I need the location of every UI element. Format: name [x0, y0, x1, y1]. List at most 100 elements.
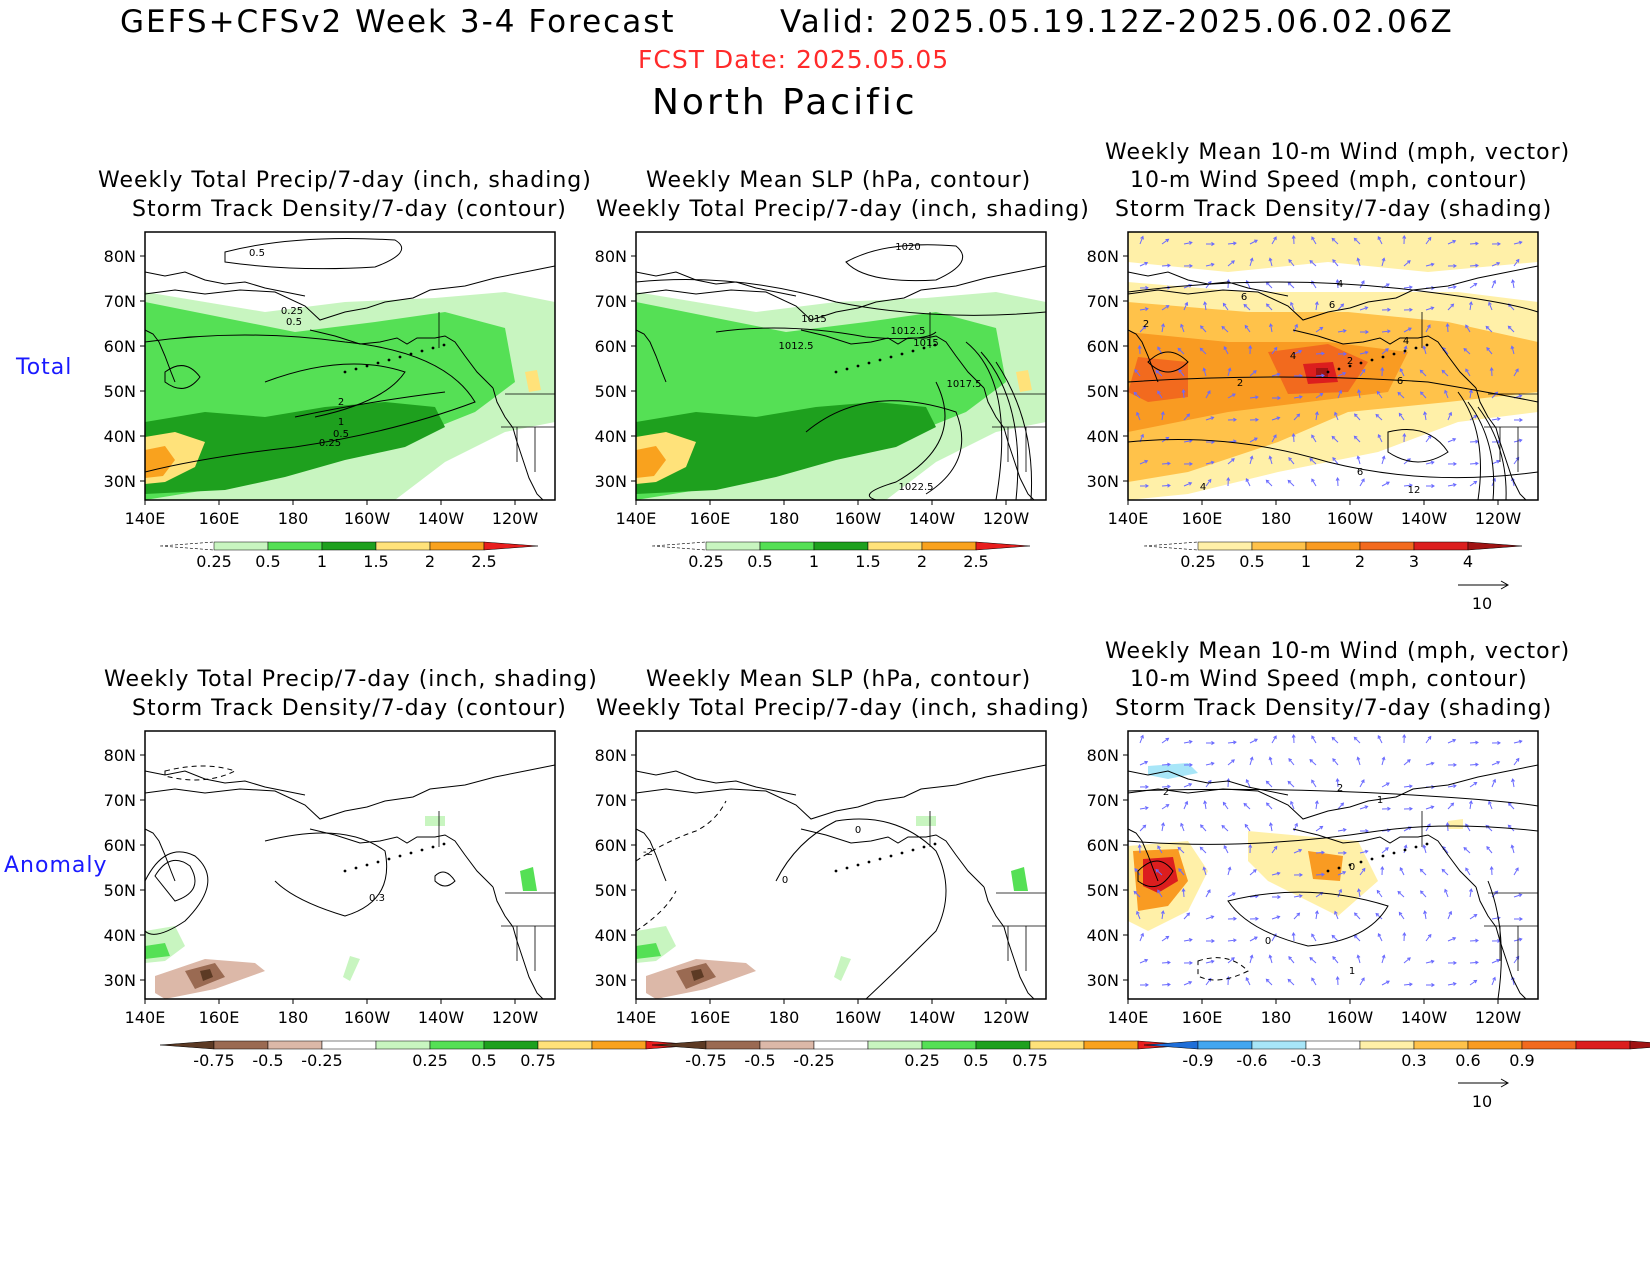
wind-vector [1354, 934, 1361, 942]
wind-vector-head [1361, 867, 1366, 872]
colorbar-segment [759, 541, 815, 551]
wind-vector [1287, 480, 1295, 487]
wind-vector [1249, 757, 1253, 766]
wind-vector [1161, 238, 1169, 245]
wind-vector [1465, 368, 1471, 377]
wind-vector [1425, 307, 1434, 311]
colorbar-label: 0.5 [1239, 552, 1264, 571]
wind-vector-head [1427, 735, 1432, 740]
wind-vector [1315, 374, 1325, 377]
wind-vector [1288, 758, 1295, 766]
wind-vector-head [1507, 824, 1512, 829]
wind-vector-head [1186, 912, 1191, 917]
contour-label: 0.3 [369, 893, 385, 904]
wind-vector [1227, 741, 1237, 744]
wind-vector-head [1140, 734, 1144, 739]
lat-tick-label: 50N [104, 382, 136, 401]
wind-vector [1511, 845, 1515, 854]
wind-vector-head [1510, 345, 1515, 350]
wind-vector [1136, 911, 1141, 920]
wind-vector-head [1423, 411, 1427, 416]
wind-vector-head [1231, 458, 1235, 462]
wind-vector [1183, 413, 1190, 421]
colorbar-precip-total: 0.25 0.5 1 1.5 2 2.5 [159, 541, 539, 571]
wind-vector-head [1496, 958, 1501, 963]
wind-vector [1249, 869, 1257, 876]
colorbar-label: -0.6 [1236, 1051, 1267, 1070]
wind-vector-head [1452, 936, 1457, 941]
wind-vector [1139, 959, 1148, 964]
colorbar-segment [1305, 1040, 1361, 1050]
colorbar-label: 0.25 [196, 552, 232, 571]
colorbar-label: -0.5 [744, 1051, 775, 1070]
wind-vector-head [1144, 760, 1149, 765]
wind-vector-head [1386, 481, 1390, 486]
wind-vector [1469, 264, 1479, 267]
wind-vector [1376, 890, 1383, 898]
wind-vector-head [1245, 477, 1250, 482]
colorbar-label: 0.75 [520, 1051, 556, 1070]
wind-vector-head [1511, 279, 1515, 284]
wind-vector-head [1473, 480, 1478, 485]
wind-vector-head [1332, 457, 1336, 461]
wind-vector-head [1397, 391, 1402, 396]
wind-vector [1161, 936, 1169, 942]
wind-vector-head [1178, 868, 1182, 872]
wind-vector [1200, 846, 1207, 854]
wind-vector [1292, 433, 1295, 443]
wind-vector-head [1290, 800, 1294, 805]
wind-vector [1376, 391, 1383, 399]
wind-vector [1227, 778, 1230, 788]
wind-vector [1311, 735, 1317, 744]
wind-vector-head [1288, 457, 1292, 461]
wind-vector-head [1160, 411, 1165, 416]
colorbar-label: 0.75 [1012, 1051, 1048, 1070]
contour-label: 0 [782, 875, 788, 886]
wind-vector-head [1189, 461, 1193, 466]
contour-line [224, 238, 403, 270]
wind-vector-head [1331, 237, 1336, 242]
colorbar-segment [1467, 541, 1523, 551]
wind-vector [1446, 822, 1449, 832]
wind-vector [1332, 259, 1339, 267]
lat-tick-label: 80N [595, 247, 627, 266]
wind-vector [1465, 867, 1471, 876]
wind-vector-head [1291, 235, 1296, 239]
wind-vector-head [1299, 872, 1303, 877]
colorbar-segment [1413, 1040, 1469, 1050]
wind-vector-head [1515, 368, 1519, 373]
wind-vector-head [1519, 418, 1523, 422]
wind-vector-head [1165, 737, 1170, 742]
wind-vector [1469, 283, 1477, 289]
wind-vector-head [1340, 303, 1345, 308]
wind-vector-head [1331, 736, 1336, 741]
wind-vector-head [1311, 478, 1315, 483]
contour-label: 4 [1290, 351, 1296, 362]
wind-vector [1203, 867, 1207, 876]
colorbar-label: 0.5 [255, 552, 280, 571]
wind-vector [1271, 872, 1280, 876]
lat-tick-label: 60N [1087, 337, 1119, 356]
wind-vector-head [1342, 828, 1347, 832]
wind-vector [1491, 280, 1496, 289]
colorbar-segment [921, 1040, 977, 1050]
colorbar-segment [1251, 541, 1307, 551]
wind-vector-head [1496, 760, 1501, 765]
wind-vector [1423, 346, 1427, 355]
wind-vector [1287, 979, 1295, 986]
wind-vector-head [1431, 983, 1435, 987]
wind-vector [1403, 484, 1413, 487]
precip-anom-shading [834, 956, 851, 981]
wind-vector [1287, 781, 1295, 788]
colorbar-segment [159, 541, 215, 551]
wind-vector [1508, 325, 1515, 333]
wind-vector-head [1165, 804, 1170, 808]
colorbar-segment [651, 1040, 707, 1050]
wind-vector-head [1157, 346, 1161, 351]
wind-vector-head [1140, 433, 1144, 438]
wind-vector-head [1385, 847, 1389, 851]
lon-tick-label: 120W [1475, 1008, 1522, 1027]
wind-vector-head [1298, 395, 1303, 399]
wind-vector-head [1287, 479, 1292, 484]
contour-label: 0.5 [249, 248, 265, 259]
